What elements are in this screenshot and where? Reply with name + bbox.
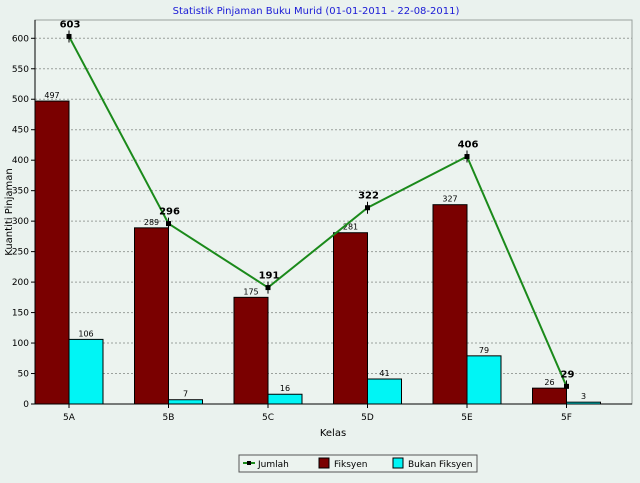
legend-label: Fiksyen: [334, 460, 368, 470]
bar-bukan-fiksyen: [68, 338, 104, 405]
x-tick-label: 5B: [163, 413, 175, 423]
x-tick-label: 5D: [361, 413, 374, 423]
bar-fiksyen: [532, 387, 567, 405]
bar-value-label: 175: [243, 287, 258, 296]
bar-value-label: 497: [44, 91, 59, 100]
line-marker: [66, 33, 72, 39]
legend-label: Jumlah: [257, 460, 289, 470]
x-tick-label: 5E: [461, 413, 473, 423]
line-marker: [464, 154, 470, 160]
bar-bukan-fiksyen: [367, 378, 402, 405]
bars: 497 106 289 7 175 16 281 41 327 79 26 3: [34, 91, 601, 405]
bar-bukan-fiksyen: [466, 355, 502, 405]
y-tick-label: 550: [12, 65, 29, 75]
y-tick-label: 400: [12, 156, 29, 166]
legend-box: [238, 454, 478, 473]
y-tick-label: 50: [18, 370, 30, 380]
bar-value-label: 3: [581, 392, 586, 401]
y-tick-label: 350: [12, 187, 29, 197]
bar-value-label: 41: [379, 369, 389, 378]
line-value-label: 191: [259, 271, 280, 282]
bar-value-label: 289: [144, 218, 159, 227]
x-tick-label: 5A: [63, 413, 76, 423]
y-axis-ticks: 0 50 100 150 200 250 300 350 400 450 500 550 600: [12, 34, 35, 410]
legend-swatch: [392, 457, 404, 469]
y-tick-label: 100: [12, 339, 29, 349]
bar-fiksyen: [134, 227, 169, 405]
line-marker: [166, 221, 171, 227]
bar-value-label: 7: [183, 390, 188, 399]
line-marker: [365, 205, 370, 211]
bar-bukan-fiksyen: [267, 393, 303, 405]
gridlines: [35, 37, 632, 375]
line-value-label: 296: [159, 207, 180, 218]
bar-value-label: 106: [78, 329, 93, 338]
bar-fiksyen: [34, 100, 70, 405]
bar-fiksyen: [233, 296, 269, 405]
y-tick-label: 500: [12, 95, 29, 105]
bar-value-label: 281: [343, 223, 358, 232]
line-value-label: 406: [458, 140, 479, 151]
legend: Jumlah Fiksyen Bukan Fiksyen: [238, 454, 478, 473]
legend-swatch-marker: [247, 461, 251, 465]
x-axis-label: Kelas: [320, 428, 346, 439]
bar-value-label: 79: [479, 346, 489, 355]
y-tick-label: 600: [12, 34, 29, 44]
bar-value-label: 26: [544, 378, 554, 387]
y-tick-label: 150: [12, 309, 29, 319]
bar-value-label: 16: [280, 384, 290, 393]
legend-swatch: [318, 457, 330, 469]
y-tick-label: 250: [12, 248, 29, 258]
legend-label: Bukan Fiksyen: [408, 460, 473, 470]
line-jumlah: [68, 35, 568, 387]
line-value-label: 29: [561, 369, 575, 380]
bar-value-label: 327: [442, 195, 457, 204]
bar-bukan-fiksyen: [168, 399, 203, 405]
total-line: 603 296 191 322 406 29: [60, 19, 575, 393]
y-tick-label: 450: [12, 126, 29, 136]
line-value-label: 603: [60, 19, 81, 30]
y-tick-label: 300: [12, 217, 29, 227]
line-marker: [564, 383, 569, 389]
y-tick-label: 200: [12, 278, 29, 288]
x-tick-label: 5C: [262, 413, 274, 423]
x-axis-ticks: 5A 5B 5C 5D 5E 5F: [63, 404, 572, 423]
y-tick-label: 0: [23, 400, 29, 410]
chart-title: Statistik Pinjaman Buku Murid (01-01-201…: [173, 6, 460, 17]
bar-fiksyen: [432, 204, 468, 405]
line-marker: [265, 285, 271, 291]
bar-fiksyen: [333, 232, 368, 405]
x-tick-label: 5F: [561, 413, 572, 423]
y-axis-label: Kuantiti Pinjaman: [4, 168, 15, 255]
line-value-label: 322: [358, 191, 379, 202]
